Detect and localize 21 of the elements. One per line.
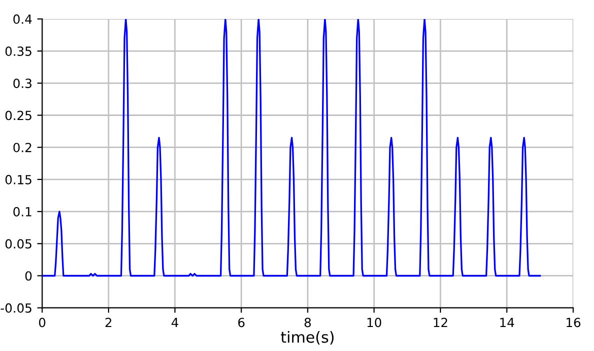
x-tick-label: 14	[500, 318, 514, 328]
y-tick-label: -0.05	[0, 303, 32, 313]
x-tick-label: 8	[304, 318, 311, 328]
x-tick-label: 6	[238, 318, 244, 328]
line-series	[42, 18, 541, 277]
y-tick-label: 0	[25, 271, 32, 281]
x-tick-label: 10	[367, 318, 382, 328]
x-tick-label: 12	[434, 318, 448, 328]
x-tick-label: 16	[566, 318, 580, 328]
x-tick-label: 0	[39, 318, 46, 328]
x-tick-label: 4	[172, 318, 178, 328]
x-axis-title: time(s)	[280, 331, 334, 345]
y-tick-label: 0.4	[13, 14, 32, 24]
y-tick-label: 0.15	[5, 174, 32, 184]
y-tick-label: 0.25	[5, 110, 32, 120]
y-tick-label: 0.05	[5, 239, 32, 249]
y-tick-label: 0.35	[5, 46, 32, 56]
y-tick-label: 0.1	[13, 207, 32, 216]
x-tick-label: 2	[105, 318, 112, 328]
y-tick-label: 0.2	[13, 142, 32, 152]
y-tick-label: 0.3	[13, 78, 32, 88]
